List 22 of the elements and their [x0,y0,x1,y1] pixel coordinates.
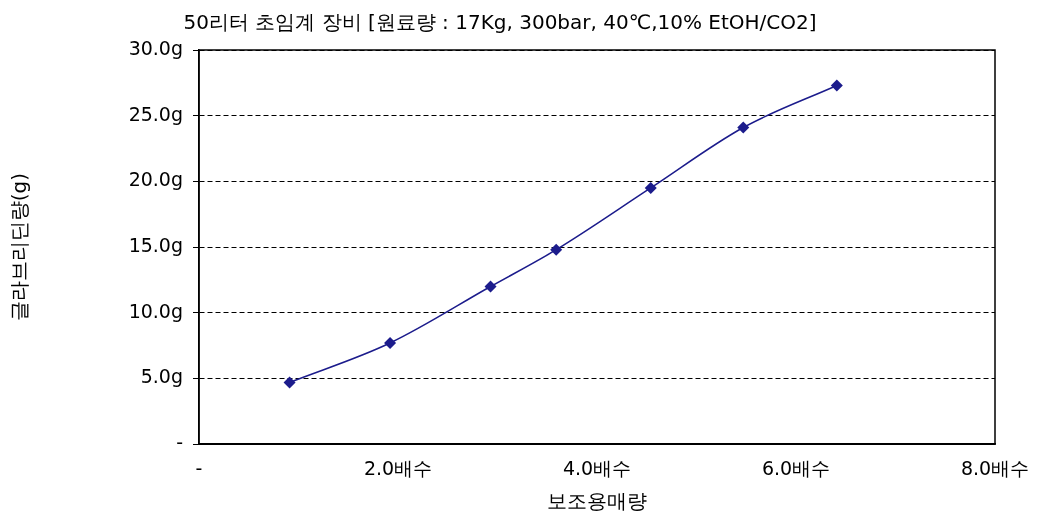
x-tick-label: 8.0배수 [960,456,1030,479]
x-axis-title: 보조용매량 [547,489,647,514]
chart-title: 50리터 초임계 장비 [원료량 : 17Kg, 300bar, 40℃,10% EtOH/CO2] [183,10,817,35]
point [384,337,397,350]
y-axis-title: 글라브리딘량(g) [7,172,32,322]
point [737,121,750,134]
x-tick-label: - [195,456,203,479]
y-tick-label: - [176,431,183,454]
y-tick-label: 20.0g [128,168,183,191]
point [644,181,657,194]
x-tick-label: 4.0배수 [562,456,632,479]
y-tick-label: 30.0g [128,36,183,59]
y-tick-label: 10.0g [128,299,183,322]
x-tick-label: 6.0배수 [761,456,831,479]
x-tick-label: 2.0배수 [363,456,433,479]
point [830,79,843,92]
point [484,280,497,293]
y-tick-label: 5.0g [140,365,183,388]
y-tick-label: 25.0g [128,102,183,125]
point [550,243,563,256]
y-tick-label: 15.0g [128,234,183,257]
point [283,376,296,389]
